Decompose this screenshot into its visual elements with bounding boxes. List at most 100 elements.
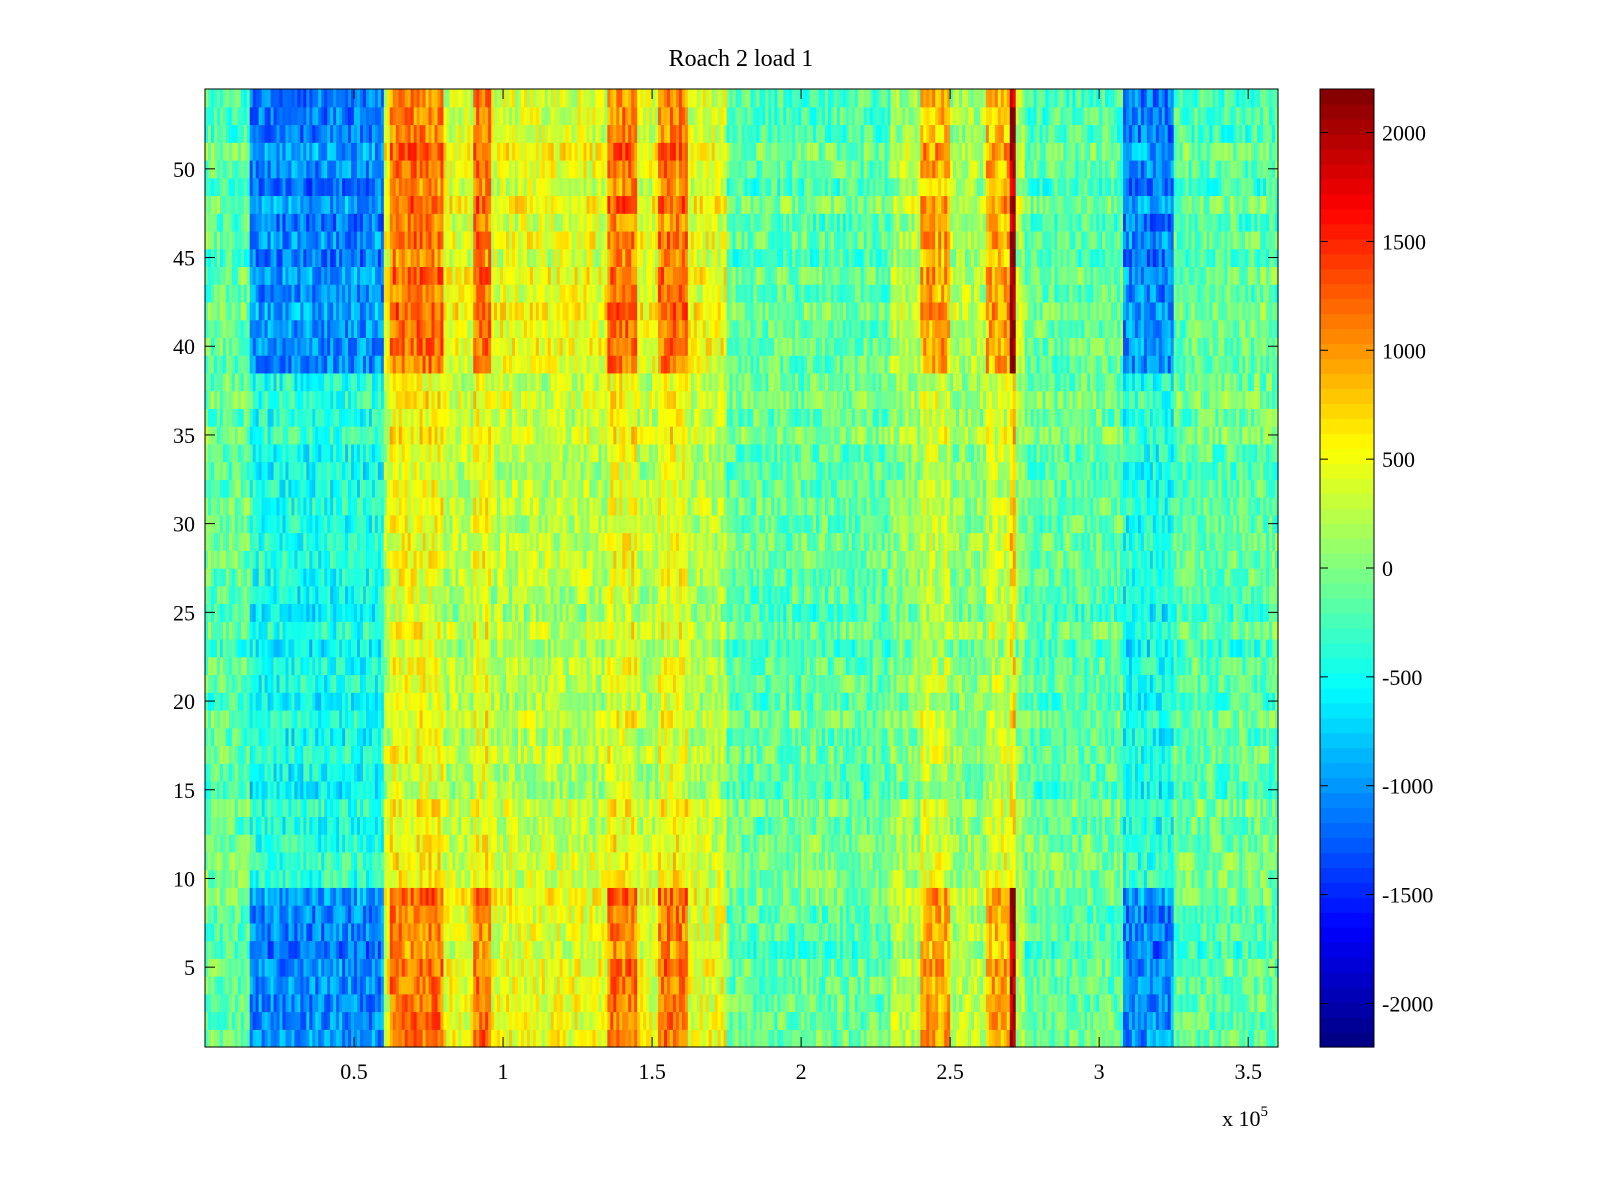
heatmap-cell [622, 887, 626, 906]
heatmap-cell [887, 1011, 892, 1030]
heatmap-cell [672, 958, 677, 977]
heatmap-cell [947, 887, 951, 906]
heatmap-cell [279, 940, 284, 959]
heatmap-cell [315, 869, 319, 888]
heatmap-cell [574, 798, 579, 817]
heatmap-cell [634, 851, 638, 871]
heatmap-cell [282, 905, 287, 924]
heatmap-cell [234, 1029, 239, 1048]
heatmap-cell [342, 993, 346, 1013]
heatmap-cell [425, 958, 430, 977]
heatmap-cell [720, 1029, 725, 1048]
heatmap-cell [550, 798, 555, 817]
heatmap-cell [1158, 834, 1163, 853]
heatmap-cell [571, 940, 576, 959]
heatmap-cell [675, 1011, 680, 1030]
heatmap-cell [1018, 976, 1023, 995]
heatmap-cell [556, 869, 561, 888]
heatmap-cell [801, 834, 805, 853]
heatmap-cell [261, 905, 266, 924]
heatmap-cell [875, 1011, 880, 1030]
heatmap-cell [568, 798, 573, 817]
heatmap-cell [1269, 816, 1273, 835]
heatmap-cell [517, 958, 522, 977]
heatmap-cell [586, 905, 591, 924]
heatmap-cell [565, 834, 570, 853]
heatmap-cell [649, 1011, 653, 1030]
heatmap-cell [401, 851, 406, 871]
heatmap-cell [425, 993, 430, 1013]
heatmap-cell [1260, 976, 1264, 995]
heatmap-cell [1260, 834, 1264, 853]
heatmap-cell [583, 798, 588, 817]
heatmap-cell [354, 922, 358, 942]
heatmap-cell [756, 816, 760, 835]
heatmap-cell [580, 816, 585, 835]
heatmap-cell [362, 1011, 367, 1030]
heatmap-cell [541, 834, 546, 853]
heatmap-cell [395, 851, 400, 871]
heatmap-cell [1251, 834, 1255, 853]
heatmap-cell [1117, 1011, 1121, 1030]
heatmap-cell [1200, 887, 1205, 906]
heatmap-cell [762, 922, 766, 942]
heatmap-cell [613, 1011, 617, 1030]
heatmap-cell [720, 905, 725, 924]
heatmap-cell [968, 869, 972, 888]
heatmap-cell [914, 976, 918, 995]
heatmap-cell [282, 816, 287, 835]
heatmap-cell [371, 993, 376, 1013]
heatmap-cell [476, 887, 480, 906]
heatmap-cell [997, 993, 1002, 1013]
heatmap-cell [440, 887, 445, 906]
heatmap-cell [994, 1011, 999, 1030]
heatmap-cell [1149, 922, 1154, 942]
heatmap-cell [297, 834, 301, 853]
heatmap-cell [479, 834, 483, 853]
heatmap-cell [380, 816, 385, 835]
heatmap-cell [717, 834, 722, 853]
heatmap-cell [780, 905, 784, 924]
heatmap-cell [219, 834, 224, 853]
heatmap-cell [434, 816, 439, 835]
heatmap-cell [658, 798, 662, 817]
heatmap-cell [282, 993, 287, 1013]
heatmap-cell [741, 940, 746, 959]
heatmap-cell [979, 940, 984, 959]
heatmap-cell [473, 922, 477, 942]
heatmap-cell [836, 993, 841, 1013]
heatmap-cell [652, 851, 656, 871]
heatmap-cell [520, 1011, 525, 1030]
heatmap-cell [586, 887, 591, 906]
heatmap-cell [1072, 940, 1076, 959]
heatmap-cell [303, 958, 307, 977]
heatmap-cell [807, 905, 811, 924]
heatmap-cell [1230, 922, 1234, 942]
heatmap-cell [971, 798, 975, 817]
heatmap-cell [520, 834, 525, 853]
heatmap-cell [762, 976, 766, 995]
heatmap-cell [348, 851, 352, 871]
heatmap-cell [509, 958, 513, 977]
heatmap-cell [535, 869, 540, 888]
heatmap-cell [205, 922, 209, 942]
heatmap-cell [1039, 798, 1044, 817]
heatmap-cell [1203, 1029, 1208, 1048]
heatmap-cell [827, 851, 832, 871]
heatmap-cell [1137, 1011, 1142, 1030]
heatmap-cell [354, 940, 358, 959]
heatmap-cell [726, 1011, 731, 1030]
heatmap-cell [1161, 958, 1166, 977]
heatmap-cell [616, 798, 620, 817]
heatmap-cell [1203, 1011, 1208, 1030]
heatmap-cell [401, 922, 406, 942]
heatmap-cell [985, 851, 990, 871]
heatmap-cell [1084, 851, 1088, 871]
heatmap-cell [464, 905, 468, 924]
heatmap-cell [1275, 922, 1279, 942]
heatmap-cell [1242, 869, 1246, 888]
heatmap-cell [345, 816, 349, 835]
heatmap-cell [547, 922, 552, 942]
heatmap-cell [1248, 976, 1252, 995]
heatmap-cell [744, 922, 749, 942]
